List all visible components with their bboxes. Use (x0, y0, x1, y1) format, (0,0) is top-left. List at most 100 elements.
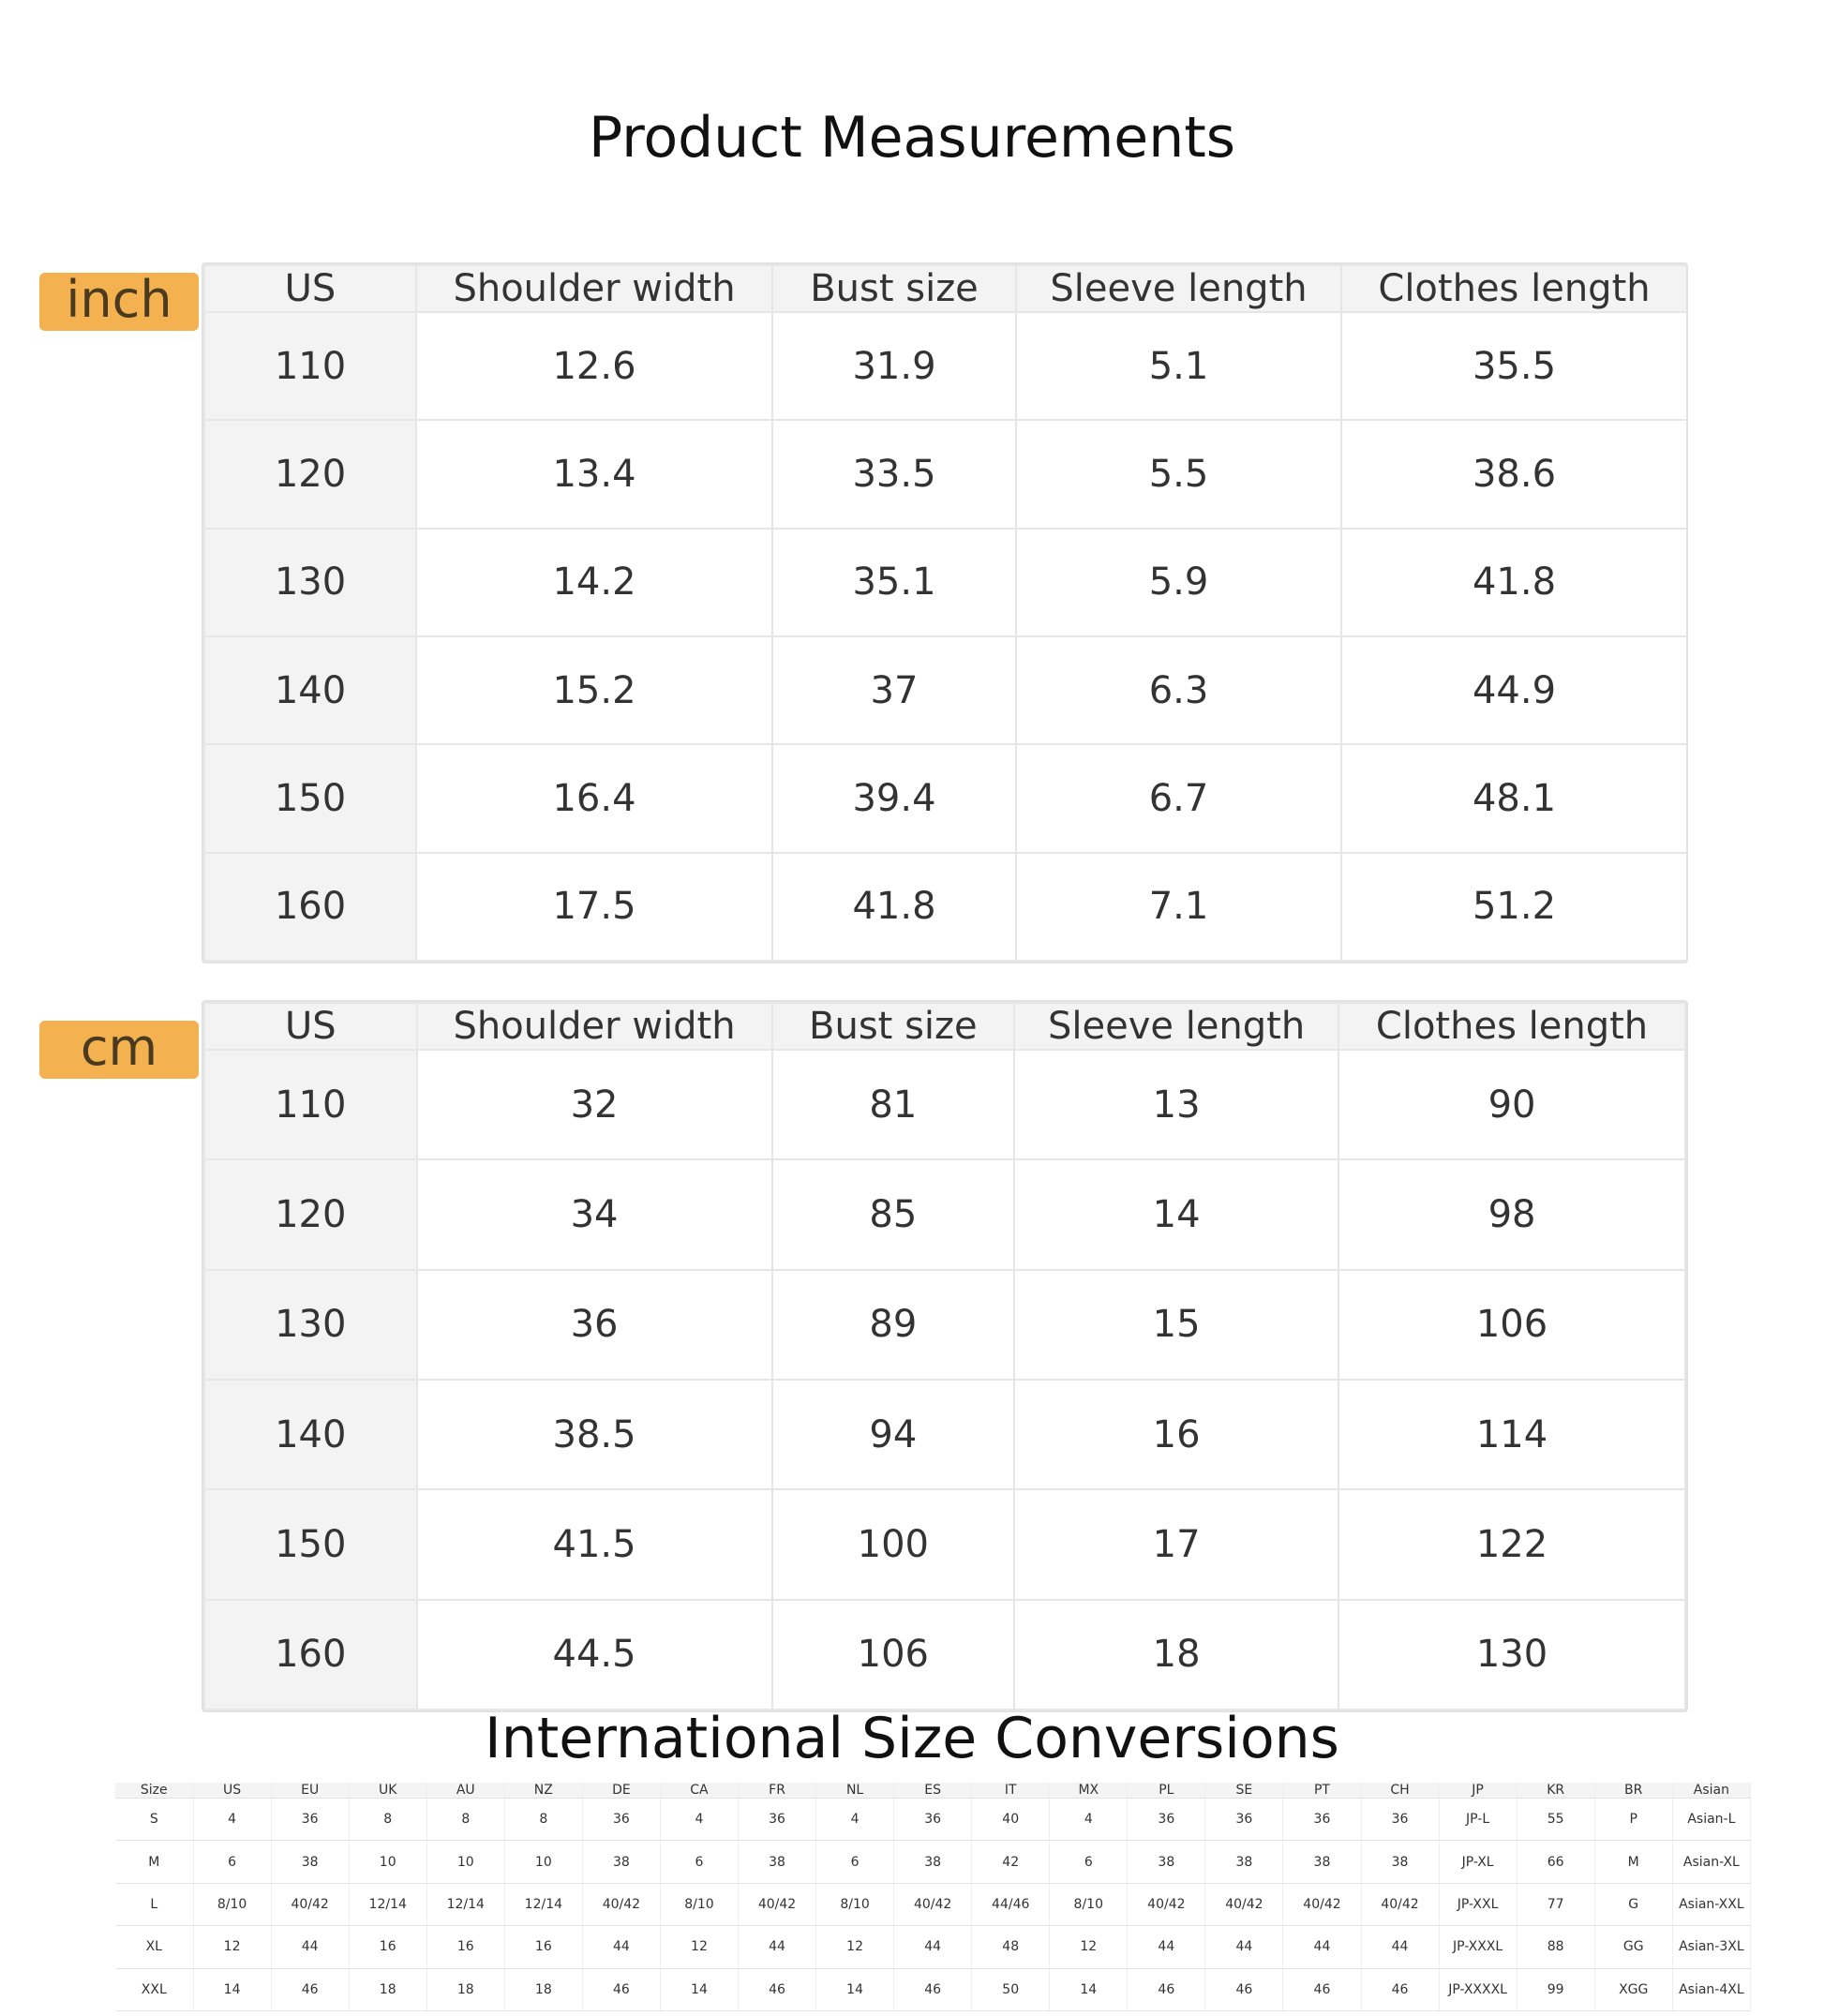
value-cell: 14 (815, 1968, 895, 2012)
value-cell: 85 (770, 1158, 1016, 1271)
value-cell: 44 (1282, 1925, 1362, 1969)
column-header: Bust size (770, 1002, 1016, 1051)
value-cell: M (1594, 1840, 1673, 1884)
size-cell: 140 (203, 1378, 418, 1491)
table-row: M 6 38 10 10 10 38 6 38 6 38 42 6 38 38 38 38 JP-XL 66 M Asi… (115, 1840, 1752, 1884)
value-cell: 4 (660, 1798, 740, 1842)
value-cell: 40 (971, 1798, 1051, 1842)
size-cell: 150 (203, 1488, 418, 1601)
value-cell: 14 (193, 1968, 272, 2012)
value-cell: 106 (1338, 1268, 1686, 1381)
value-cell: 55 (1517, 1798, 1595, 1842)
value-cell: P (1594, 1798, 1673, 1842)
value-cell: 5.9 (1015, 527, 1342, 637)
column-header: JP (1439, 1783, 1518, 1799)
value-cell: Asian-4XL (1672, 1968, 1752, 2012)
value-cell: 46 (582, 1968, 661, 2012)
size-cell: XL (115, 1925, 194, 1969)
column-header: NZ (504, 1783, 583, 1799)
value-cell: 41.5 (415, 1488, 773, 1601)
size-cell: 140 (203, 635, 417, 746)
size-cell: L (115, 1883, 194, 1927)
value-cell: 44.9 (1340, 635, 1686, 746)
value-cell: 40/42 (1204, 1883, 1284, 1927)
value-cell: 36 (1204, 1798, 1284, 1842)
inch-measurement-table: US Shoulder width Bust size Sleeve length Cl… (202, 262, 1688, 963)
value-cell: 44 (738, 1925, 817, 1969)
size-cell: 120 (203, 1158, 418, 1271)
value-cell: 90 (1338, 1048, 1686, 1161)
value-cell: 6 (815, 1840, 895, 1884)
value-cell: 14 (660, 1968, 740, 2012)
column-header: CA (660, 1783, 740, 1799)
table-row: 160 44.5 106 18 130 (203, 1598, 1686, 1710)
value-cell: 14 (1049, 1968, 1129, 2012)
value-cell: 44 (1204, 1925, 1284, 1969)
value-cell: 33.5 (771, 419, 1017, 530)
column-header: Size (115, 1783, 194, 1799)
value-cell: 36 (582, 1798, 661, 1842)
table-row: 160 17.5 41.8 7.1 51.2 (203, 851, 1686, 962)
value-cell: 31.9 (771, 310, 1017, 422)
value-cell: 8 (426, 1798, 505, 1842)
value-cell: 36 (1361, 1798, 1440, 1842)
value-cell: 106 (770, 1598, 1016, 1710)
value-cell: 46 (1204, 1968, 1284, 2012)
value-cell: 8/10 (1049, 1883, 1129, 1927)
value-cell: 36 (1127, 1798, 1206, 1842)
value-cell: 88 (1517, 1925, 1595, 1969)
value-cell: 81 (770, 1048, 1016, 1161)
column-header: BR (1594, 1783, 1673, 1799)
column-header: IT (971, 1783, 1051, 1799)
value-cell: 40/42 (1282, 1883, 1362, 1927)
table-header-row: Size US EU UK AU NZ DE CA FR NL ES IT MX PL SE PT CH JP KR… (115, 1783, 1752, 1799)
value-cell: 4 (193, 1798, 272, 1842)
value-cell: 130 (1338, 1598, 1686, 1710)
value-cell: 12.6 (415, 310, 773, 422)
column-header: ES (893, 1783, 973, 1799)
column-header: Asian (1672, 1783, 1752, 1799)
value-cell: 38 (893, 1840, 973, 1884)
value-cell: 34 (415, 1158, 773, 1271)
table-header-row: US Shoulder width Bust size Sleeve length Cl… (203, 264, 1686, 313)
value-cell: 48 (971, 1925, 1051, 1969)
value-cell: 18 (504, 1968, 583, 2012)
table-row: S 4 36 8 8 8 36 4 36 4 36 40 4 36 36 36 36 JP-L 55 P Asian-L (115, 1798, 1752, 1842)
value-cell: 51.2 (1340, 851, 1686, 962)
value-cell: 38 (1204, 1840, 1284, 1884)
value-cell: 46 (738, 1968, 817, 2012)
value-cell: 66 (1517, 1840, 1595, 1884)
value-cell: JP-XXXL (1439, 1925, 1518, 1969)
value-cell: 46 (1282, 1968, 1362, 2012)
table-row: L 8/10 40/42 12/14 12/14 12/14 40/42 8/10 40/42 8… (115, 1883, 1752, 1927)
column-header: UK (349, 1783, 427, 1799)
value-cell: 36 (1282, 1798, 1362, 1842)
value-cell: 44 (582, 1925, 661, 1969)
conversion-title: International Size Conversions (485, 1706, 1339, 1771)
value-cell: 36 (738, 1798, 817, 1842)
value-cell: 12/14 (349, 1883, 427, 1927)
value-cell: 12 (815, 1925, 895, 1969)
value-cell: 40/42 (1127, 1883, 1206, 1927)
value-cell: 77 (1517, 1883, 1595, 1927)
table-header-row: US Shoulder width Bust size Sleeve length Cl… (203, 1002, 1686, 1051)
table-row: XXL 14 46 18 18 18 46 14 46 14 46 50 14 46 46 46 46 JP-XX… (115, 1968, 1752, 2012)
size-cell: 130 (203, 527, 417, 637)
value-cell: 40/42 (1361, 1883, 1440, 1927)
value-cell: 6.7 (1015, 743, 1342, 854)
value-cell: JP-XXXXL (1439, 1968, 1518, 2012)
size-cell: 110 (203, 310, 417, 422)
value-cell: 10 (349, 1840, 427, 1884)
value-cell: 41.8 (1340, 527, 1686, 637)
column-header: Sleeve length (1015, 264, 1342, 313)
column-header: Sleeve length (1013, 1002, 1340, 1051)
column-header: SE (1204, 1783, 1284, 1799)
value-cell: 13 (1013, 1048, 1340, 1161)
value-cell: 98 (1338, 1158, 1686, 1271)
size-cell: 150 (203, 743, 417, 854)
column-header: NL (815, 1783, 895, 1799)
value-cell: GG (1594, 1925, 1673, 1969)
value-cell: 16 (1013, 1378, 1340, 1491)
size-cell: 130 (203, 1268, 418, 1381)
value-cell: 44 (271, 1925, 350, 1969)
